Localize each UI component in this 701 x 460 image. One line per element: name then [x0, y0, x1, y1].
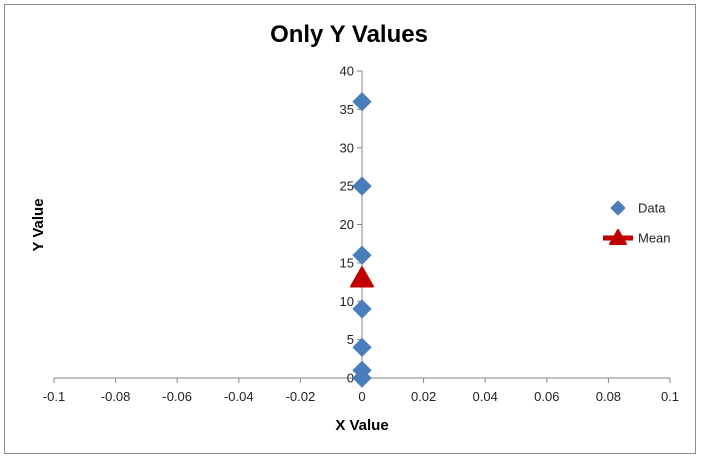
legend-marker-mean — [609, 229, 627, 245]
mean-point — [350, 266, 374, 288]
y-tick-label: 0 — [347, 371, 354, 386]
data-point — [352, 360, 372, 380]
data-point — [352, 299, 372, 319]
x-tick-label: 0.06 — [534, 389, 559, 404]
x-tick-label: 0.1 — [661, 389, 679, 404]
x-tick-label: 0.04 — [473, 389, 498, 404]
data-point — [352, 92, 372, 112]
data-point — [352, 245, 372, 265]
plot-area — [350, 92, 374, 388]
x-tick-label: -0.04 — [224, 389, 254, 404]
y-tick-label: 5 — [347, 332, 354, 347]
x-tick-label: 0.08 — [596, 389, 621, 404]
y-axis-title: Y Value — [30, 198, 47, 251]
y-tick-label: 40 — [340, 64, 354, 79]
legend-label: Mean — [638, 231, 671, 246]
x-tick-label: 0 — [358, 389, 365, 404]
legend-label: Data — [638, 201, 666, 216]
x-tick-label: -0.08 — [101, 389, 131, 404]
data-point — [352, 176, 372, 196]
x-tick-label: -0.06 — [162, 389, 192, 404]
y-tick-label: 20 — [340, 217, 354, 232]
y-tick-label: 30 — [340, 140, 354, 155]
y-tick-label: 15 — [340, 255, 354, 270]
chart-title: Only Y Values — [270, 21, 428, 48]
legend: Data Mean — [603, 200, 671, 246]
y-tick-label: 10 — [340, 294, 354, 309]
x-tick-label: -0.1 — [43, 389, 65, 404]
x-tick-label: 0.02 — [411, 389, 436, 404]
y-tick-label: 25 — [340, 179, 354, 194]
axes: 0 5 10 15 20 25 30 35 40 -0.1 -0.08 -0.06 -0.04 -0.02… — [43, 64, 679, 405]
data-point — [352, 337, 372, 357]
x-tick-label: -0.02 — [286, 389, 316, 404]
chart-frame — [4, 4, 696, 454]
y-tick-label: 35 — [340, 102, 354, 117]
legend-marker-data — [610, 200, 626, 216]
x-axis-title: X Value — [335, 417, 388, 434]
